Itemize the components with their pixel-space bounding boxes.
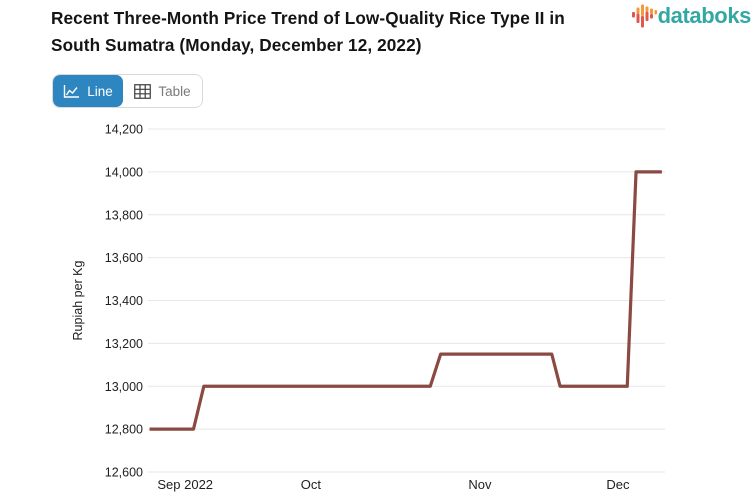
page-title: Recent Three-Month Price Trend of Low-Qu… <box>51 5 626 58</box>
chart-view-toggle: Line Table <box>52 74 203 108</box>
logo-bar <box>654 10 657 15</box>
price-line-series[interactable] <box>149 170 662 431</box>
line-view-label: Line <box>87 83 113 99</box>
databoks-waveform-icon <box>631 4 657 28</box>
y-tick-label: 13,800 <box>105 208 143 222</box>
y-axis-title: Rupiah per Kg <box>71 260 85 340</box>
page-title-line2: South Sumatra (Monday, December 12, 2022… <box>51 34 422 55</box>
table-view-label: Table <box>158 83 191 99</box>
y-tick-label: 13,200 <box>105 337 143 351</box>
y-tick-label: 14,000 <box>105 165 143 179</box>
price-trend-chart[interactable]: 12,600 12,800 13,000 13,200 13,400 13,600 13,8… <box>0 112 753 498</box>
logo-bar <box>649 14 653 19</box>
x-tick-label: Oct <box>301 477 322 492</box>
databoks-wordmark: databoks <box>657 3 752 28</box>
y-tick-label: 13,000 <box>105 380 143 394</box>
logo-bar <box>645 6 649 12</box>
logo-bar <box>640 4 644 16</box>
y-tick-label: 12,800 <box>105 423 143 437</box>
line-view-button[interactable]: Line <box>53 75 123 107</box>
line-chart-icon <box>64 84 80 98</box>
logo-bar <box>640 16 644 28</box>
x-tick-label: Sep 2022 <box>157 477 213 492</box>
y-tick-label: 13,600 <box>105 251 143 265</box>
x-tick-label: Dec <box>606 477 630 492</box>
logo-bar <box>636 7 640 14</box>
page-title-line1: Recent Three-Month Price Trend of Low-Qu… <box>51 8 565 28</box>
databoks-logo: databoks <box>631 2 752 30</box>
logo-bar <box>649 8 653 14</box>
y-tick-label: 14,200 <box>105 123 143 137</box>
y-tick-label: 13,400 <box>105 294 143 308</box>
y-tick-label: 12,600 <box>105 466 143 480</box>
logo-bar <box>636 13 640 23</box>
logo-bar <box>631 12 635 18</box>
logo-bar <box>645 11 649 21</box>
table-grid-icon <box>134 83 152 99</box>
x-tick-label: Nov <box>468 477 492 492</box>
table-view-button[interactable]: Table <box>123 75 202 107</box>
